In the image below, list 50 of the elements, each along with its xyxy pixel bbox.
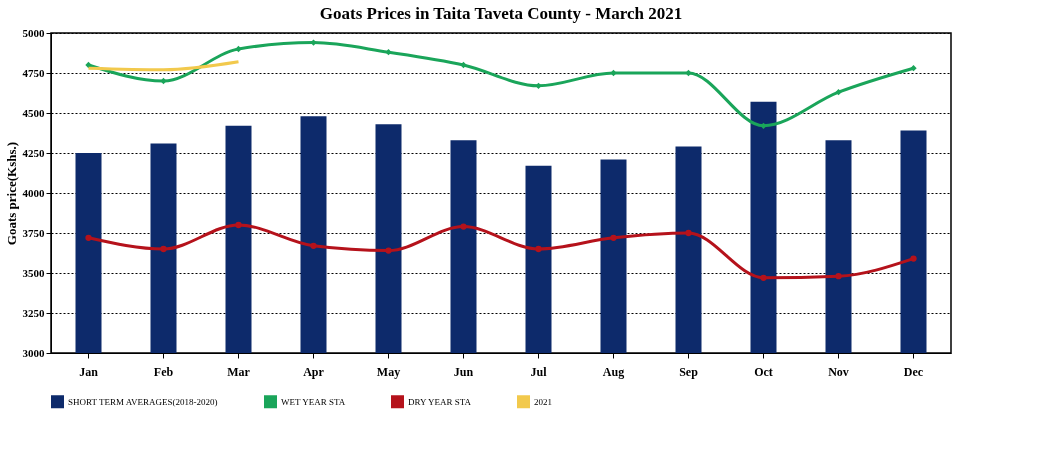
y-tick-label: 3000 — [22, 346, 45, 359]
chart-title: Goats Prices in Taita Taveta County - March 2021 — [319, 4, 683, 23]
y-tick-label: 4750 — [22, 66, 45, 79]
point — [160, 77, 167, 85]
y-tick-label: 4250 — [22, 146, 45, 159]
point — [760, 274, 767, 281]
x-tick-label: Aug — [602, 364, 625, 379]
x-tick-label: Sep — [679, 364, 699, 379]
y-tick-label: 5000 — [22, 26, 45, 39]
y-tick-label: 3500 — [22, 266, 45, 279]
x-tick-label: Jun — [453, 364, 474, 379]
x-tick-label: Oct — [754, 364, 773, 379]
x-tick-label: Nov — [828, 364, 849, 379]
legend-label: SHORT TERM AVERAGES(2018-2020) — [68, 396, 218, 407]
point — [610, 234, 617, 241]
x-tick-label: Jul — [530, 364, 548, 379]
x-tick-label: Apr — [303, 364, 325, 379]
x-tick-label: Dec — [903, 364, 924, 379]
legend-label: 2021 — [534, 396, 552, 407]
legend-label: DRY YEAR STA — [408, 396, 472, 407]
point — [160, 245, 167, 253]
point — [460, 61, 467, 69]
x-tick-label: Jan — [79, 364, 99, 379]
point — [385, 49, 392, 56]
point — [385, 247, 392, 254]
y-tick-label: 4000 — [22, 186, 45, 199]
legend-label: WET YEAR STA — [281, 396, 346, 407]
point — [835, 273, 842, 280]
point — [235, 221, 242, 229]
point — [310, 242, 317, 249]
point — [910, 255, 917, 262]
point — [535, 82, 542, 89]
x-tick-label: Feb — [153, 364, 174, 379]
point — [85, 234, 92, 241]
point — [235, 45, 242, 53]
point — [460, 223, 467, 230]
point — [685, 229, 692, 237]
y-tick-label: 3250 — [22, 306, 45, 319]
point — [835, 89, 842, 96]
x-tick-label: Mar — [227, 364, 251, 379]
y-axis-title: Goats price(Kshs.) — [3, 141, 19, 246]
y-tick-label: 3750 — [22, 226, 45, 239]
point — [685, 69, 692, 77]
x-tick-label: May — [376, 364, 401, 379]
point — [760, 122, 767, 129]
y-tick-label: 4500 — [22, 106, 45, 119]
point — [910, 65, 917, 72]
point — [85, 61, 92, 69]
point — [610, 69, 617, 77]
point — [535, 245, 542, 253]
